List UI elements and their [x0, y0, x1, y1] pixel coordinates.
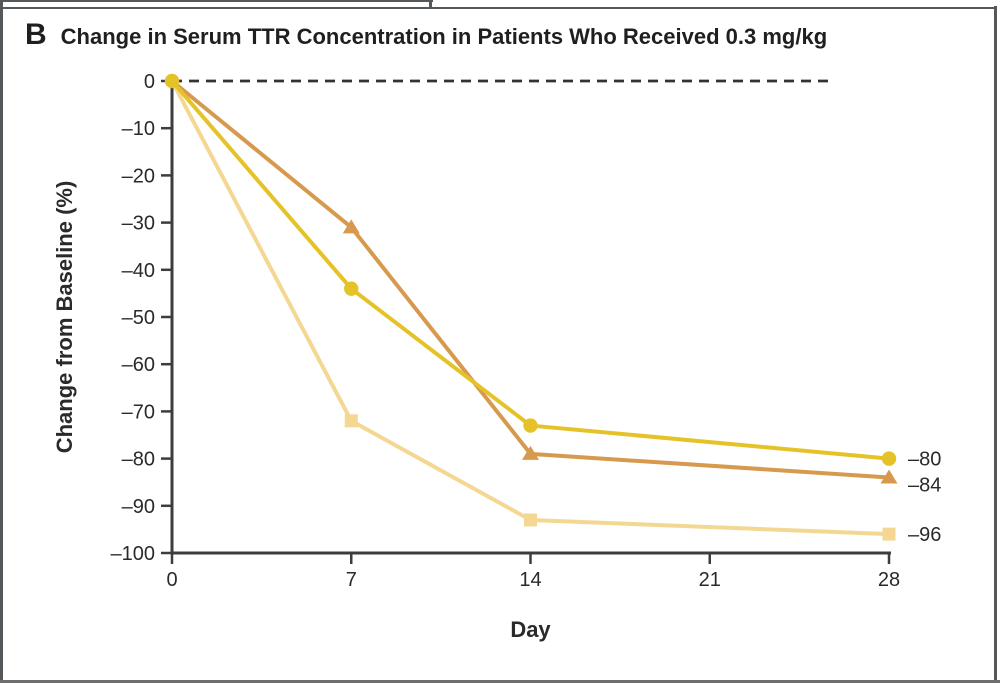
- x-axis-tick-label: 21: [699, 569, 721, 591]
- y-axis-title: Change from Baseline (%): [52, 181, 77, 454]
- y-axis-tick-label: –30: [122, 213, 155, 235]
- series-end-value-label: –84: [908, 474, 941, 496]
- circle-marker: [881, 451, 897, 466]
- panel-bottom-border: [0, 680, 1000, 683]
- panel-top-border: [2, 7, 997, 9]
- panel-title-text: Change in Serum TTR Concentration in Pat…: [60, 24, 828, 49]
- y-axis-tick-label: –50: [122, 307, 155, 329]
- square-marker: [882, 527, 896, 541]
- circle-marker: [164, 73, 180, 89]
- series-line-triangle: [170, 79, 891, 480]
- x-axis-tick-label: 7: [346, 569, 357, 591]
- y-axis-tick-label: –40: [122, 260, 155, 282]
- panel-letter: B: [25, 18, 47, 51]
- panel-left-border: [0, 0, 3, 683]
- triangle-marker: [880, 469, 898, 484]
- y-axis-tick-label: –80: [122, 449, 155, 471]
- y-axis-tick-label: –10: [122, 118, 155, 140]
- square-marker: [344, 414, 358, 428]
- panel-above-bottom-border: [0, 0, 433, 2]
- x-axis-tick-label: 28: [878, 569, 900, 591]
- y-axis-tick-label: –20: [122, 165, 155, 187]
- y-axis-tick-label: –60: [122, 354, 155, 376]
- series-line-circle: [170, 79, 891, 461]
- x-axis-tick-label: 14: [519, 569, 541, 591]
- y-axis-tick-label: 0: [144, 71, 155, 93]
- circle-marker: [523, 418, 538, 433]
- x-axis-tick-label: 0: [166, 569, 177, 591]
- series-end-value-label: –80: [908, 449, 941, 471]
- panel-above-divider: [429, 0, 432, 9]
- y-axis-tick-label: –100: [111, 543, 156, 565]
- triangle-marker: [342, 219, 360, 234]
- circle-marker: [344, 281, 359, 296]
- chart-title: B Change in Serum TTR Concentration in P…: [25, 20, 827, 50]
- panel-right-border: [994, 6, 997, 682]
- series-end-value-label: –96: [908, 524, 941, 546]
- series-line-square: [170, 79, 891, 537]
- triangle-marker: [522, 445, 539, 460]
- y-axis-tick-label: –90: [122, 496, 155, 518]
- x-axis-title: Day: [510, 617, 551, 642]
- y-axis-tick-label: –70: [122, 401, 155, 423]
- square-marker: [524, 513, 537, 527]
